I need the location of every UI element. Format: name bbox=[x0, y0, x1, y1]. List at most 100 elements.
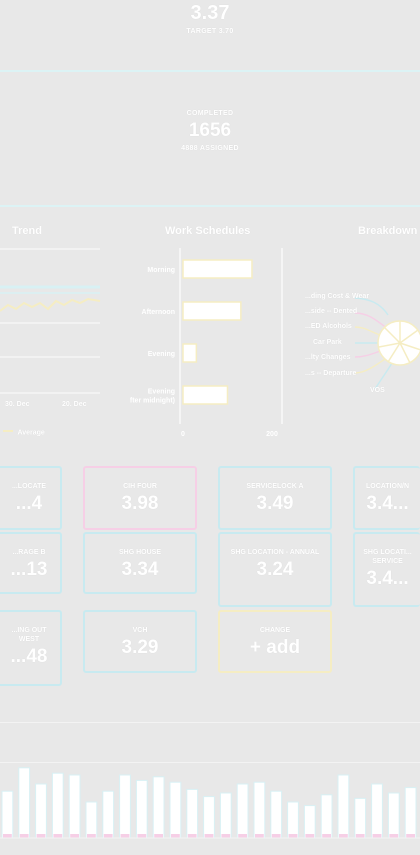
tile-value: 3.98 bbox=[121, 493, 159, 514]
location-tile[interactable]: SERVICELOCK A 3.49 bbox=[218, 466, 332, 530]
divider-top bbox=[0, 70, 420, 72]
tile-value: ...48 bbox=[10, 646, 48, 667]
breakdown-label: ...lty Changes bbox=[305, 354, 351, 361]
bottom-bar bbox=[320, 794, 333, 839]
location-tile[interactable]: LOCATION/N 3.4... bbox=[353, 466, 420, 530]
ws-tick-label: 0 bbox=[181, 431, 185, 438]
trend-title: Trend bbox=[12, 225, 42, 237]
bottom-bar-chart bbox=[0, 762, 420, 850]
tile-label: ...ING OUT WEST bbox=[11, 627, 47, 643]
bottom-bar bbox=[236, 783, 249, 839]
ws-bar bbox=[182, 385, 229, 405]
ws-category-label: Evening bbox=[148, 389, 175, 396]
work-schedules-title: Work Schedules bbox=[165, 225, 251, 237]
add-location-button[interactable]: CHANGE + add bbox=[218, 610, 332, 673]
bottom-bar bbox=[203, 796, 215, 839]
bottom-bar bbox=[186, 788, 199, 839]
breakdown-slice-edge bbox=[399, 342, 420, 351]
completed-label: COMPLETED bbox=[186, 110, 234, 117]
bottom-bar bbox=[287, 801, 299, 839]
bottom-bar bbox=[35, 783, 47, 839]
tile-value: ...13 bbox=[10, 559, 48, 580]
bottom-bar bbox=[371, 783, 383, 839]
bottom-bar-cap bbox=[19, 834, 29, 838]
location-tile[interactable]: SHG LOCATI... SERVICE 3.4... bbox=[353, 532, 420, 607]
ws-category-label: Evening bbox=[148, 351, 175, 358]
breakdown-leader-line bbox=[354, 297, 389, 316]
bottom-bar bbox=[253, 781, 266, 839]
breakdown-slice-edge bbox=[399, 342, 411, 364]
bottom-bar-cap bbox=[3, 834, 12, 838]
tile-label: SHG HOUSE bbox=[118, 549, 161, 556]
bottom-bar-cap bbox=[389, 834, 399, 838]
ws-bar bbox=[182, 343, 198, 363]
bottom-bar bbox=[18, 767, 31, 839]
bottom-bar-cap bbox=[221, 834, 231, 838]
bottom-bar bbox=[119, 774, 131, 839]
tile-value: 3.24 bbox=[256, 559, 294, 580]
divider-bottom-1 bbox=[0, 722, 420, 723]
ws-bar bbox=[182, 301, 242, 321]
bottom-bar bbox=[135, 779, 148, 839]
tile-label: SERVICELOCK A bbox=[246, 483, 304, 490]
location-tile[interactable]: ...ING OUT WEST ...48 bbox=[0, 610, 62, 686]
divider-bottom-2 bbox=[0, 762, 420, 763]
bottom-bar bbox=[337, 774, 350, 839]
location-tile[interactable]: ...LOCATE ...4 bbox=[0, 466, 62, 530]
target-label: TARGET 3.70 bbox=[186, 28, 234, 35]
location-tile[interactable]: ...RAGE B ...13 bbox=[0, 532, 62, 594]
ws-bar bbox=[182, 259, 253, 279]
bottom-bar bbox=[270, 790, 283, 839]
bottom-bar-cap bbox=[187, 834, 197, 838]
breakdown-leader-line bbox=[354, 356, 389, 374]
bottom-bar-cap bbox=[355, 834, 365, 838]
breakdown-label: Car Park bbox=[313, 339, 342, 346]
trend-x-label-1: 30. Dec bbox=[5, 401, 30, 408]
completed-value: 1656 bbox=[188, 120, 232, 141]
tile-value: 3.29 bbox=[121, 637, 159, 658]
ws-tick-label: 200 bbox=[266, 431, 278, 438]
breakdown-leader-line bbox=[354, 312, 389, 330]
legend-average-icon bbox=[3, 429, 13, 436]
bottom-bar-svg bbox=[0, 767, 420, 839]
location-tile[interactable]: SHG LOCATION - ANNUAL 3.24 bbox=[218, 532, 332, 607]
trend-legend[interactable]: Average bbox=[3, 424, 45, 436]
bottom-bar bbox=[219, 792, 232, 839]
tile-value: 3.34 bbox=[121, 559, 159, 580]
work-schedules-svg: Morning Afternoon Evening Evening (after mid… bbox=[124, 248, 283, 438]
trend-x-label-2: 20. Dec bbox=[62, 401, 87, 408]
breakdown-label: ...ED Alcohols bbox=[305, 323, 352, 330]
bottom-bar bbox=[303, 805, 316, 839]
location-tile[interactable]: VCH 3.29 bbox=[83, 610, 197, 673]
bottom-bar-cap bbox=[322, 834, 331, 838]
divider-middle bbox=[0, 205, 420, 207]
bottom-bar-cap bbox=[137, 834, 147, 838]
tile-value: 3.4... bbox=[366, 568, 409, 589]
bottom-bar-cap bbox=[372, 834, 382, 838]
bottom-bar-cap bbox=[288, 834, 298, 838]
ws-category-label: (after midnight) bbox=[130, 398, 175, 405]
bottom-bar-cap bbox=[171, 834, 180, 838]
bottom-bar bbox=[354, 797, 367, 839]
tile-label: SHG LOCATION - ANNUAL bbox=[230, 549, 320, 556]
location-tile[interactable]: CIH FOUR 3.98 bbox=[83, 466, 197, 530]
breakdown-svg bbox=[354, 297, 420, 390]
bottom-bar bbox=[387, 792, 400, 839]
tile-label: CIH FOUR bbox=[123, 483, 157, 490]
tile-value: 3.49 bbox=[256, 493, 294, 514]
tile-label: LOCATION/N bbox=[365, 483, 410, 490]
location-tile[interactable]: SHG HOUSE 3.34 bbox=[83, 532, 197, 594]
bottom-bar-cap bbox=[238, 834, 247, 838]
breakdown-slice-edge bbox=[387, 342, 401, 363]
trend-chart bbox=[0, 245, 105, 405]
bottom-bar-cap bbox=[339, 834, 348, 838]
assigned-label: 4888 ASSIGNED bbox=[181, 145, 239, 152]
tile-label: SHG LOCATI... SERVICE bbox=[363, 549, 412, 565]
ws-category-label: Afternoon bbox=[142, 309, 175, 316]
tile-label: CHANGE bbox=[259, 627, 291, 634]
bottom-bar-cap bbox=[305, 834, 315, 838]
ws-category-label: Morning bbox=[147, 267, 175, 274]
bottom-bar-cap bbox=[204, 834, 214, 838]
breakdown-label: ...ding Cost & Wear bbox=[305, 293, 370, 300]
breakdown-label: VOS bbox=[370, 387, 385, 394]
